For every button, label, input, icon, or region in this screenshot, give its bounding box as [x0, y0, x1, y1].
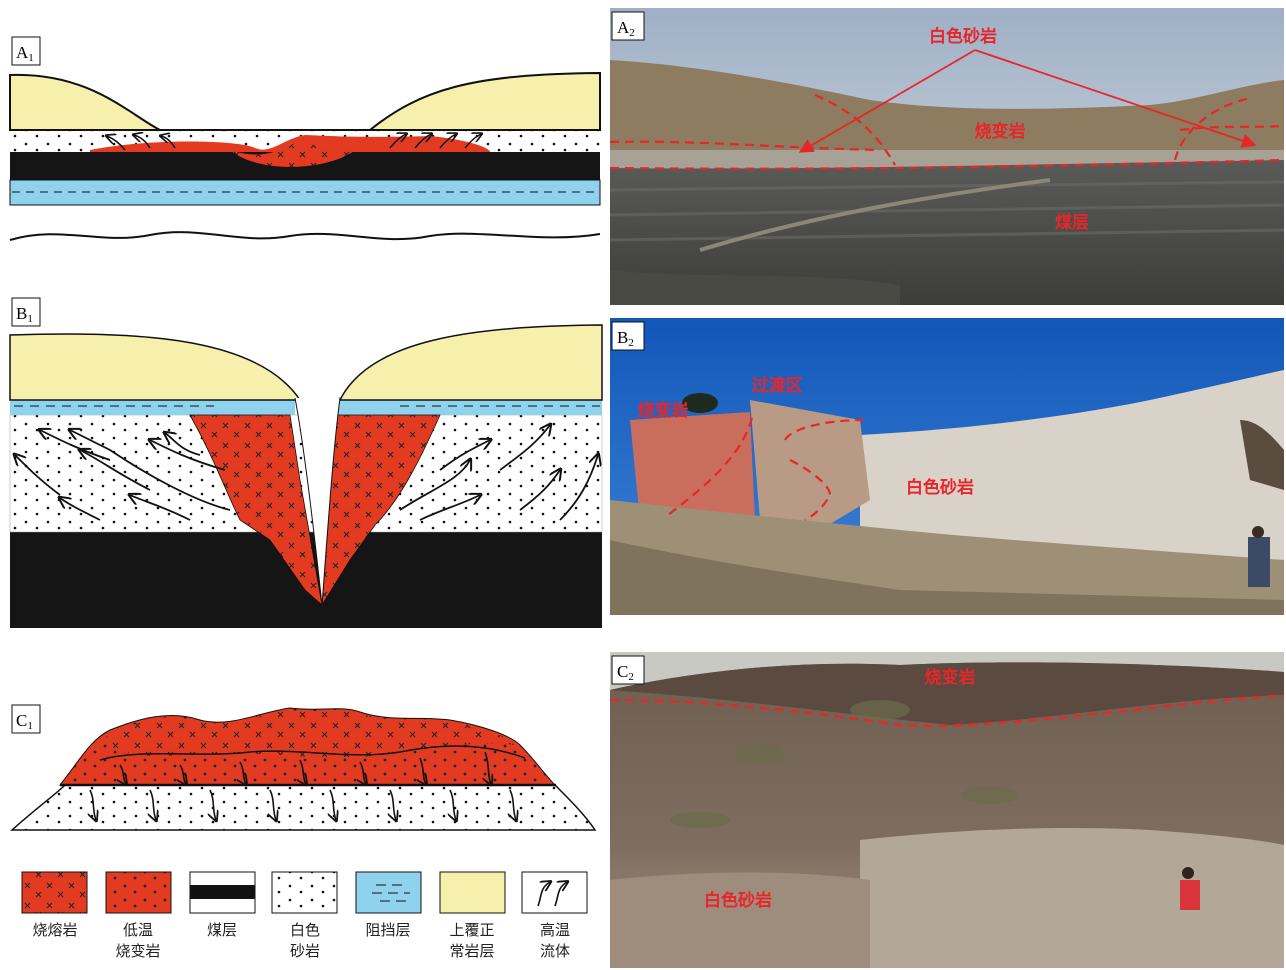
annotation: 烧变岩 — [975, 121, 1026, 142]
annotation: 烧变岩 — [638, 400, 689, 421]
diagram-c1: C1 — [10, 704, 597, 831]
panel-label: A2 — [617, 18, 635, 39]
legend-label: 白色砂岩 — [290, 921, 320, 960]
photo-a2: 白色砂岩 烧变岩 煤层 A2 — [609, 8, 1285, 305]
panel-label: B1 — [16, 304, 33, 325]
panel-label: A1 — [16, 43, 34, 64]
legend-line: 白色 — [290, 921, 320, 939]
legend-line: 高温 — [540, 921, 570, 939]
legend-labels: 烧熔岩 低温烧变岩 煤层 白色砂岩 阻挡层 上覆正常岩层 高温流体 — [32, 921, 570, 960]
annotation: 烧变岩 — [925, 667, 976, 688]
legend-line: 烧熔岩 — [32, 921, 77, 939]
panel-label: C1 — [16, 711, 33, 732]
legend-label: 上覆正常岩层 — [449, 921, 494, 960]
legend-line: 煤层 — [207, 921, 237, 939]
legend-label: 烧熔岩 — [32, 921, 77, 939]
legend-label: 煤层 — [207, 921, 237, 939]
legend — [21, 871, 588, 914]
panel-label: B2 — [617, 328, 634, 349]
legend-line: 常岩层 — [449, 942, 494, 960]
annotation: 白色砂岩 — [704, 890, 772, 911]
legend-line: 阻挡层 — [365, 921, 410, 939]
legend-label: 高温流体 — [540, 921, 570, 960]
panel-label: C2 — [617, 662, 634, 683]
legend-label: 阻挡层 — [365, 921, 410, 939]
photo-c2: 烧变岩 白色砂岩 C2 — [609, 652, 1285, 968]
legend-line: 流体 — [540, 942, 570, 960]
legend-line: 上覆正 — [449, 921, 494, 939]
photo-b2: 烧变岩 过渡区 白色砂岩 B2 — [610, 318, 1284, 615]
diagram-b1: B1 — [9, 297, 603, 628]
legend-line: 砂岩 — [290, 942, 320, 960]
annotation: 白色砂岩 — [929, 26, 997, 47]
diagram-a1: A1 — [9, 36, 601, 241]
annotation: 过渡区 — [752, 375, 803, 396]
legend-label: 低温烧变岩 — [115, 921, 160, 960]
annotation: 煤层 — [1055, 212, 1089, 233]
annotation: 白色砂岩 — [906, 477, 974, 498]
legend-line: 低温 — [123, 921, 153, 939]
legend-line: 烧变岩 — [115, 942, 160, 960]
